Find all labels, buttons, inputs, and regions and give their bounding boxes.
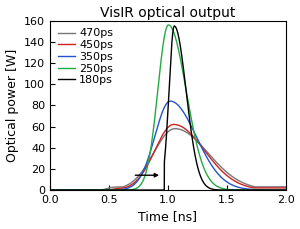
470ps: [219, 166, 223, 169]
180ps: [219, 189, 223, 191]
250ps: [265, 189, 268, 191]
350ps: [147, 155, 151, 157]
350ps: [265, 188, 268, 191]
250ps: [167, 24, 170, 26]
470ps: [149, 156, 153, 159]
250ps: [48, 189, 52, 191]
470ps: [147, 160, 151, 162]
470ps: [48, 189, 52, 191]
450ps: [284, 187, 287, 189]
350ps: [149, 148, 153, 151]
470ps: [277, 185, 280, 188]
450ps: [265, 187, 268, 189]
180ps: [48, 189, 52, 191]
Line: 350ps: 350ps: [50, 101, 286, 190]
250ps: [149, 147, 153, 149]
450ps: [48, 189, 52, 191]
180ps: [277, 189, 280, 191]
450ps: [149, 157, 153, 160]
X-axis label: Time [ns]: Time [ns]: [138, 210, 197, 224]
250ps: [160, 52, 164, 54]
250ps: [219, 187, 223, 190]
450ps: [147, 161, 151, 164]
250ps: [277, 189, 280, 191]
350ps: [284, 189, 287, 191]
350ps: [168, 100, 172, 103]
470ps: [160, 138, 164, 140]
350ps: [219, 176, 223, 179]
Legend: 470ps, 450ps, 350ps, 250ps, 180ps: 470ps, 450ps, 350ps, 250ps, 180ps: [56, 26, 115, 87]
Y-axis label: Optical power [W]: Optical power [W]: [6, 49, 19, 162]
180ps: [149, 189, 153, 191]
180ps: [265, 189, 268, 191]
Title: VisIR optical output: VisIR optical output: [100, 5, 236, 19]
250ps: [147, 158, 151, 161]
450ps: [277, 187, 280, 189]
450ps: [160, 135, 164, 137]
180ps: [160, 189, 164, 191]
180ps: [284, 189, 287, 191]
250ps: [284, 189, 287, 191]
470ps: [265, 185, 268, 188]
470ps: [284, 185, 287, 188]
Line: 450ps: 450ps: [50, 124, 286, 190]
450ps: [172, 123, 175, 126]
470ps: [173, 127, 177, 130]
180ps: [147, 189, 151, 191]
Line: 470ps: 470ps: [50, 129, 286, 190]
180ps: [172, 25, 176, 27]
450ps: [219, 169, 223, 172]
Line: 250ps: 250ps: [50, 25, 286, 190]
350ps: [277, 189, 280, 191]
350ps: [160, 112, 164, 114]
Line: 180ps: 180ps: [50, 26, 286, 190]
350ps: [48, 189, 52, 191]
